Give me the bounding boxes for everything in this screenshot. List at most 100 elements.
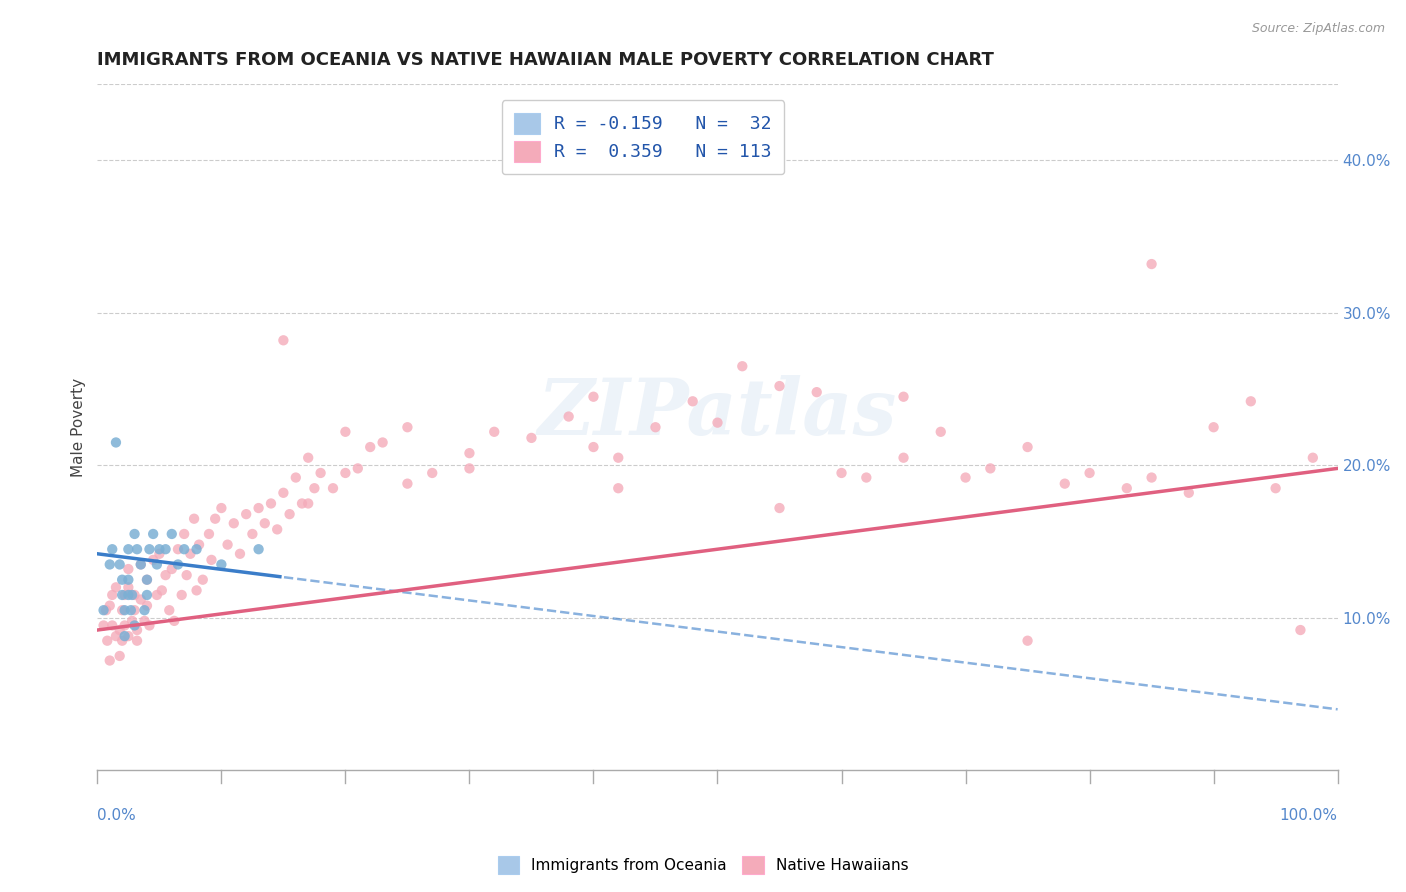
Point [1178,485,1201,500]
Point [93,618,115,632]
Point [167,558,190,572]
Point [420,466,443,480]
Point [768,379,790,393]
Point [273,334,295,348]
Point [309,466,332,480]
Point [157,603,180,617]
Point [183,512,205,526]
Legend: Immigrants from Oceania, Native Hawaiians: Immigrants from Oceania, Native Hawaiian… [492,850,914,880]
Point [1240,394,1263,409]
Point [136,588,159,602]
Point [278,507,301,521]
Point [396,420,419,434]
Point [706,416,728,430]
Point [297,450,319,465]
Point [125,623,148,637]
Point [124,603,146,617]
Point [160,562,183,576]
Point [173,527,195,541]
Point [1078,466,1101,480]
Point [1053,476,1076,491]
Point [607,481,630,495]
Point [247,542,270,557]
Point [396,476,419,491]
Point [484,425,506,439]
Point [129,558,152,572]
Point [120,603,142,617]
Point [304,481,326,495]
Point [260,496,283,510]
Point [121,614,143,628]
Point [114,629,136,643]
Text: Source: ZipAtlas.com: Source: ZipAtlas.com [1251,22,1385,36]
Point [582,440,605,454]
Point [893,450,915,465]
Point [186,583,208,598]
Point [117,588,139,602]
Point [101,542,124,557]
Text: 100.0%: 100.0% [1279,808,1337,823]
Point [209,501,232,516]
Point [138,542,160,557]
Point [111,633,134,648]
Point [291,496,314,510]
Point [235,507,257,521]
Point [955,470,977,484]
Point [138,618,160,632]
Point [520,431,543,445]
Point [146,558,169,572]
Point [124,527,146,541]
Point [146,588,169,602]
Point [111,588,134,602]
Point [117,580,139,594]
Point [458,446,481,460]
Point [253,516,276,531]
Point [101,588,124,602]
Point [831,466,853,480]
Point [242,527,264,541]
Point [176,568,198,582]
Point [1017,633,1039,648]
Point [768,501,790,516]
Point [104,435,127,450]
Point [855,470,877,484]
Point [607,450,630,465]
Text: 0.0%: 0.0% [97,808,136,823]
Point [582,390,605,404]
Point [204,512,226,526]
Point [458,461,481,475]
Point [111,573,134,587]
Point [104,629,127,643]
Point [108,558,131,572]
Point [98,558,121,572]
Point [682,394,704,409]
Point [1017,440,1039,454]
Point [160,527,183,541]
Point [186,542,208,557]
Point [1140,470,1163,484]
Point [198,527,221,541]
Point [893,390,915,404]
Point [247,501,270,516]
Point [124,618,146,632]
Point [1202,420,1225,434]
Point [284,470,307,484]
Legend: R = -0.159   N =  32, R =  0.359   N = 113: R = -0.159 N = 32, R = 0.359 N = 113 [502,100,785,174]
Text: ZIPatlas: ZIPatlas [538,376,897,451]
Point [1115,481,1137,495]
Point [129,592,152,607]
Point [142,527,165,541]
Point [167,542,190,557]
Point [929,425,952,439]
Point [229,547,252,561]
Point [979,461,1001,475]
Point [179,547,201,561]
Point [322,481,344,495]
Point [134,603,156,617]
Point [114,618,136,632]
Point [129,558,152,572]
Point [731,359,754,374]
Point [136,573,159,587]
Point [142,553,165,567]
Point [222,516,245,531]
